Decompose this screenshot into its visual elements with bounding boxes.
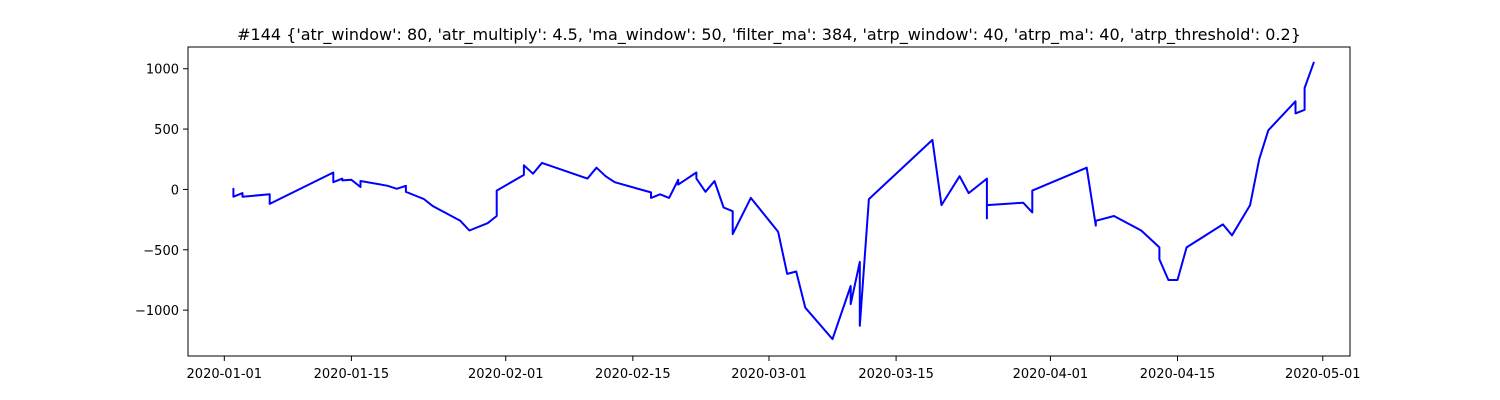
- x-tick-label: 2020-03-01: [731, 367, 807, 382]
- x-tick-label: 2020-04-01: [1013, 367, 1089, 382]
- x-tick-label: 2020-01-01: [187, 367, 263, 382]
- x-tick-label: 2020-02-01: [468, 367, 544, 382]
- x-tick-label: 2020-05-01: [1285, 367, 1361, 382]
- x-axis: 2020-01-01 2020-01-15 2020-02-01 2020-02-15…: [187, 356, 1361, 382]
- axes-frame: [187, 46, 1351, 357]
- y-tick-label: 500: [154, 123, 179, 138]
- x-tick-label: 2020-03-15: [858, 367, 934, 382]
- plot-area: [232, 61, 1315, 341]
- x-tick-label: 2020-02-15: [595, 367, 671, 382]
- y-axis: 1000 500 0 −500 −1000: [135, 63, 188, 319]
- series-line-0: [232, 61, 1315, 341]
- chart-title: #144 {'atr_window': 80, 'atr_multiply': …: [237, 25, 1301, 45]
- y-tick-label: −1000: [135, 304, 179, 319]
- x-tick-label: 2020-04-15: [1140, 367, 1216, 382]
- y-tick-label: 0: [171, 183, 179, 198]
- y-tick-label: −500: [143, 244, 179, 259]
- y-tick-label: 1000: [146, 63, 179, 78]
- x-tick-label: 2020-01-15: [314, 367, 390, 382]
